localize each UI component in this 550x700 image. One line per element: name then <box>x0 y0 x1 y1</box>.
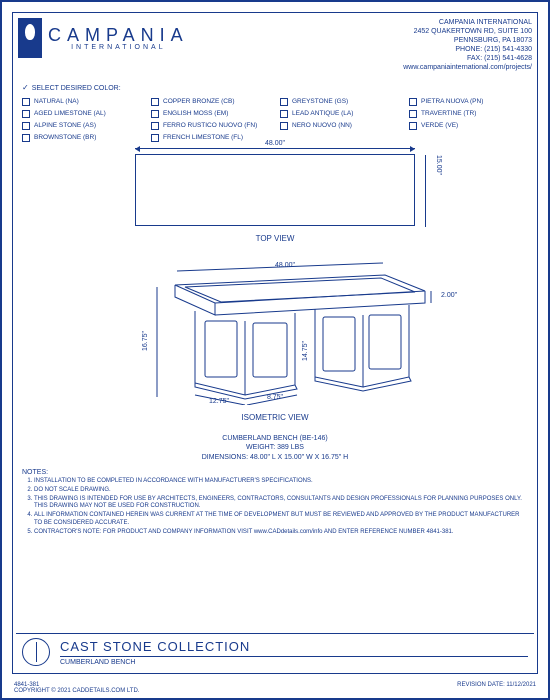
color-option[interactable]: NERO NUOVO (NN) <box>280 122 399 130</box>
brand-name: CAMPANIA <box>48 25 189 46</box>
vase-icon <box>18 18 42 58</box>
title-block: CAST STONE COLLECTION CUMBERLAND BENCH <box>16 633 534 670</box>
top-view: 48.00" 15.00" <box>85 154 465 226</box>
footer-left: 4841-381 COPYRIGHT © 2021 CADDETAILS.COM… <box>14 682 139 694</box>
top-view-rect: 15.00" <box>135 154 415 226</box>
color-label: AGED LIMESTONE (AL) <box>34 110 106 117</box>
color-option[interactable]: AGED LIMESTONE (AL) <box>22 110 141 118</box>
company-address2: PENNSBURG, PA 18073 <box>403 36 532 45</box>
company-info: CAMPANIA INTERNATIONAL 2452 QUAKERTOWN R… <box>403 18 532 73</box>
product-info: CUMBERLAND BENCH (BE-146) WEIGHT: 389 LB… <box>22 434 528 463</box>
color-option[interactable]: GREYSTONE (GS) <box>280 98 399 106</box>
logo-block: CAMPANIA INTERNATIONAL <box>18 18 189 58</box>
company-url: www.campaniainternational.com/projects/ <box>403 63 532 72</box>
color-option[interactable]: PIETRA NUOVA (PN) <box>409 98 528 106</box>
color-option[interactable]: FERRO RUSTICO NUOVO (FN) <box>151 122 270 130</box>
checkbox-icon[interactable] <box>280 122 288 130</box>
color-option[interactable]: BROWNSTONE (BR) <box>22 134 141 142</box>
iso-top-width: 48.00" <box>275 262 296 269</box>
color-label: COPPER BRONZE (CB) <box>163 98 235 105</box>
checkbox-icon[interactable] <box>151 110 159 118</box>
color-label: GREYSTONE (GS) <box>292 98 348 105</box>
checkbox-icon[interactable] <box>151 122 159 130</box>
checkbox-icon[interactable] <box>22 110 30 118</box>
divider <box>60 656 528 657</box>
dim-width-line <box>135 148 415 149</box>
compass-icon <box>22 638 50 666</box>
iso-view-label: ISOMETRIC VIEW <box>22 413 528 422</box>
dim-depth: 15.00" <box>435 155 442 227</box>
title-text: CAST STONE COLLECTION CUMBERLAND BENCH <box>60 639 528 666</box>
checkbox-icon[interactable] <box>409 98 417 106</box>
note-item: THIS DRAWING IS INTENDED FOR USE BY ARCH… <box>34 496 528 512</box>
collection-name: CAST STONE COLLECTION <box>60 639 528 654</box>
footer: 4841-381 COPYRIGHT © 2021 CADDETAILS.COM… <box>14 682 536 694</box>
checkbox-icon[interactable] <box>280 110 288 118</box>
color-label: ENGLISH MOSS (EM) <box>163 110 228 117</box>
color-label: VERDE (VE) <box>421 122 458 129</box>
product-name-line: CUMBERLAND BENCH (BE-146) <box>22 434 528 444</box>
color-label: NERO NUOVO (NN) <box>292 122 352 129</box>
notes-section: NOTES: INSTALLATION TO BE COMPLETED IN A… <box>14 469 536 537</box>
color-option[interactable]: COPPER BRONZE (CB) <box>151 98 270 106</box>
color-option[interactable]: LEAD ANTIQUE (LA) <box>280 110 399 118</box>
note-item: INSTALLATION TO BE COMPLETED IN ACCORDAN… <box>34 478 528 486</box>
drawing-area: 48.00" 15.00" TOP VIEW <box>22 154 528 463</box>
product-dims: DIMENSIONS: 48.00" L X 15.00" W X 16.75"… <box>22 453 528 463</box>
color-option[interactable]: VERDE (VE) <box>409 122 528 130</box>
color-label: ALPINE STONE (AS) <box>34 122 96 129</box>
notes-list: INSTALLATION TO BE COMPLETED IN ACCORDAN… <box>22 478 528 537</box>
color-option[interactable]: ALPINE STONE (AS) <box>22 122 141 130</box>
notes-title: NOTES: <box>22 469 528 476</box>
company-address1: 2452 QUAKERTOWN RD, SUITE 100 <box>403 27 532 36</box>
dim-depth-line <box>425 155 426 227</box>
color-label: TRAVERTINE (TR) <box>421 110 476 117</box>
product-title: CUMBERLAND BENCH <box>60 659 528 666</box>
note-item: ALL INFORMATION CONTAINED HEREIN WAS CUR… <box>34 512 528 528</box>
iso-leg-height: 14.75" <box>302 340 309 361</box>
checkbox-icon[interactable] <box>22 134 30 142</box>
checkbox-icon[interactable] <box>22 122 30 130</box>
sub-brand: INTERNATIONAL <box>48 44 189 51</box>
header: CAMPANIA INTERNATIONAL CAMPANIA INTERNAT… <box>14 14 536 73</box>
iso-drawing: 48.00" 2.00" 16.75" 14.75" 12.75" 8.75" <box>85 255 465 405</box>
color-label: FERRO RUSTICO NUOVO (FN) <box>163 122 257 129</box>
color-label: PIETRA NUOVA (PN) <box>421 98 483 105</box>
color-label: LEAD ANTIQUE (LA) <box>292 110 353 117</box>
iso-view: 48.00" 2.00" 16.75" 14.75" 12.75" 8.75" <box>85 255 465 405</box>
color-option[interactable]: ENGLISH MOSS (EM) <box>151 110 270 118</box>
logo-text: CAMPANIA INTERNATIONAL <box>48 25 189 51</box>
color-label: NATURAL (NA) <box>34 98 79 105</box>
company-fax: FAX: (215) 541-4628 <box>403 54 532 63</box>
color-option[interactable]: TRAVERTINE (TR) <box>409 110 528 118</box>
iso-top-thick: 2.00" <box>441 292 458 299</box>
color-grid: NATURAL (NA) COPPER BRONZE (CB) GREYSTONE … <box>22 98 528 142</box>
checkbox-icon[interactable] <box>409 122 417 130</box>
iso-leg-depth: 8.75" <box>267 394 284 401</box>
checkbox-icon[interactable] <box>22 98 30 106</box>
company-phone: PHONE: (215) 541-4330 <box>403 45 532 54</box>
page: CAMPANIA INTERNATIONAL CAMPANIA INTERNAT… <box>0 0 550 700</box>
color-section-title: SELECT DESIRED COLOR: <box>22 83 528 92</box>
copyright: COPYRIGHT © 2021 CADDETAILS.COM LTD. <box>14 688 139 694</box>
iso-height: 16.75" <box>142 330 149 351</box>
color-label: BROWNSTONE (BR) <box>34 134 96 141</box>
checkbox-icon[interactable] <box>409 110 417 118</box>
top-view-label: TOP VIEW <box>22 234 528 243</box>
checkbox-icon[interactable] <box>280 98 288 106</box>
dim-width: 48.00" <box>135 140 415 147</box>
color-option[interactable]: NATURAL (NA) <box>22 98 141 106</box>
revision-date: REVISION DATE: 11/12/2021 <box>457 682 536 694</box>
company-name: CAMPANIA INTERNATIONAL <box>403 18 532 27</box>
product-weight: WEIGHT: 389 LBS <box>22 443 528 453</box>
note-item: DO NOT SCALE DRAWING. <box>34 487 528 495</box>
checkbox-icon[interactable] <box>151 98 159 106</box>
note-item: CONTRACTOR'S NOTE: FOR PRODUCT AND COMPA… <box>34 529 528 537</box>
color-section: SELECT DESIRED COLOR: NATURAL (NA) COPPER… <box>14 83 536 142</box>
